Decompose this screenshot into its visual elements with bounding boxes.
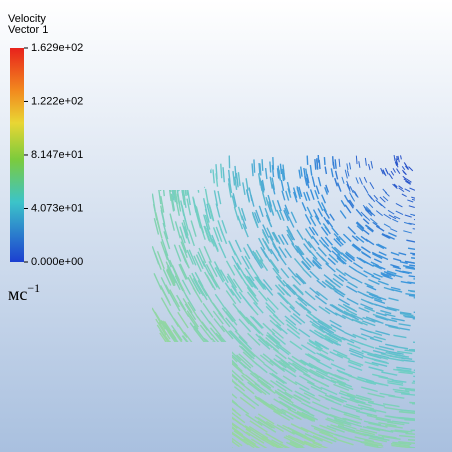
legend-subtitle: Vector 1 xyxy=(8,24,48,36)
tick-label: 8.147e+01 xyxy=(31,149,83,161)
tick-label: 4.073e+01 xyxy=(31,202,83,214)
vector xyxy=(315,159,316,170)
vector xyxy=(270,162,271,173)
vector xyxy=(317,158,318,168)
vector xyxy=(319,160,320,169)
color-bar xyxy=(10,48,24,262)
vector xyxy=(333,162,334,169)
vector xyxy=(324,157,325,165)
viewer: Velocity Vector 1 мс−1 1.629e+021.222e+0… xyxy=(0,0,452,452)
vector xyxy=(254,159,255,172)
tick-label: 1.222e+02 xyxy=(31,95,83,107)
vector xyxy=(221,164,222,178)
vector xyxy=(356,156,357,164)
vector xyxy=(262,159,263,171)
page: Velocity Vector 1 мс−1 1.629e+021.222e+0… xyxy=(0,0,452,452)
vector xyxy=(252,163,253,176)
vector xyxy=(335,159,336,168)
tick-label: 0.000e+00 xyxy=(31,256,83,268)
unit-exponent: −1 xyxy=(27,281,40,295)
vector xyxy=(260,163,261,175)
tick-label: 1.629e+02 xyxy=(31,42,83,54)
vector xyxy=(280,164,281,174)
vector xyxy=(273,157,274,170)
unit-base: мс xyxy=(8,284,27,304)
